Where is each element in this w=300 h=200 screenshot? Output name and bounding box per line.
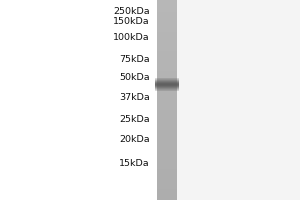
Text: 100kDa: 100kDa: [113, 33, 150, 43]
Text: 37kDa: 37kDa: [119, 94, 150, 102]
Text: 15kDa: 15kDa: [119, 160, 150, 168]
Text: 75kDa: 75kDa: [119, 54, 150, 64]
Text: 20kDa: 20kDa: [119, 134, 150, 144]
Text: 25kDa: 25kDa: [119, 114, 150, 123]
Text: 50kDa: 50kDa: [119, 73, 150, 82]
Text: 150kDa: 150kDa: [113, 18, 150, 26]
Text: 250kDa: 250kDa: [113, 6, 150, 16]
